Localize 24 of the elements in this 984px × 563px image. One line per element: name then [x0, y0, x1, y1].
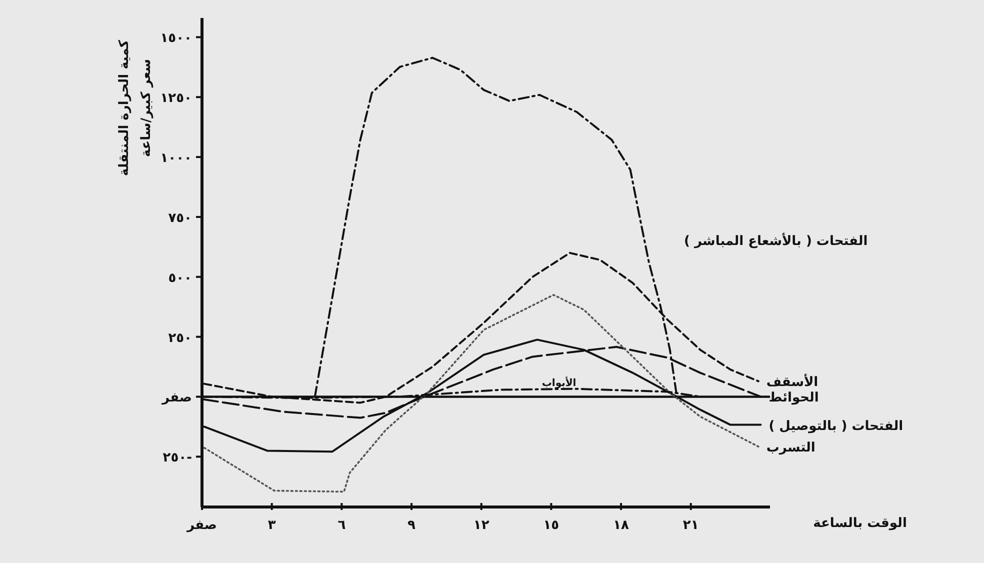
- y-axis-title: كمية الحرارة المنتقلة سعر كبير/ساعة: [117, 39, 154, 176]
- x-tick-label: ٩: [408, 518, 416, 533]
- series-label: الفتحات ( بالتوصيل ): [768, 418, 904, 434]
- annotation: الفتحات ( بالأشعاع المباشر ): [684, 232, 868, 249]
- x-tick-label: ٣: [268, 518, 276, 533]
- y-tick-label: ١٢٥٠: [160, 91, 192, 106]
- y-tick-label: ٢٥٠: [168, 330, 192, 346]
- x-tick-label: ٢١: [682, 518, 699, 533]
- x-axis-title: الوقت بالساعة: [813, 516, 907, 531]
- series-label: الأسقف: [766, 373, 818, 390]
- y-tick-label: ١٠٠٠: [160, 151, 192, 166]
- annotation: الأبواب: [542, 376, 576, 389]
- x-tick-label: ١٢: [473, 518, 490, 533]
- y-tick-label: ٧٥٠: [168, 210, 192, 226]
- x-tick-label: ١٥: [543, 518, 560, 533]
- y-tick-label: صفر: [160, 390, 192, 406]
- series-label: الحوائط: [768, 390, 819, 406]
- y-tick-label: ٢٥٠-: [162, 450, 192, 466]
- x-tick-label: صفر: [186, 518, 218, 533]
- x-tick-label: ١٨: [613, 518, 630, 533]
- series-label: التسرب: [766, 440, 816, 456]
- x-tick-label: ٦: [338, 518, 346, 533]
- y-tick-label: ٥٠٠: [168, 270, 192, 286]
- y-tick-label: ١٥٠٠: [160, 31, 192, 46]
